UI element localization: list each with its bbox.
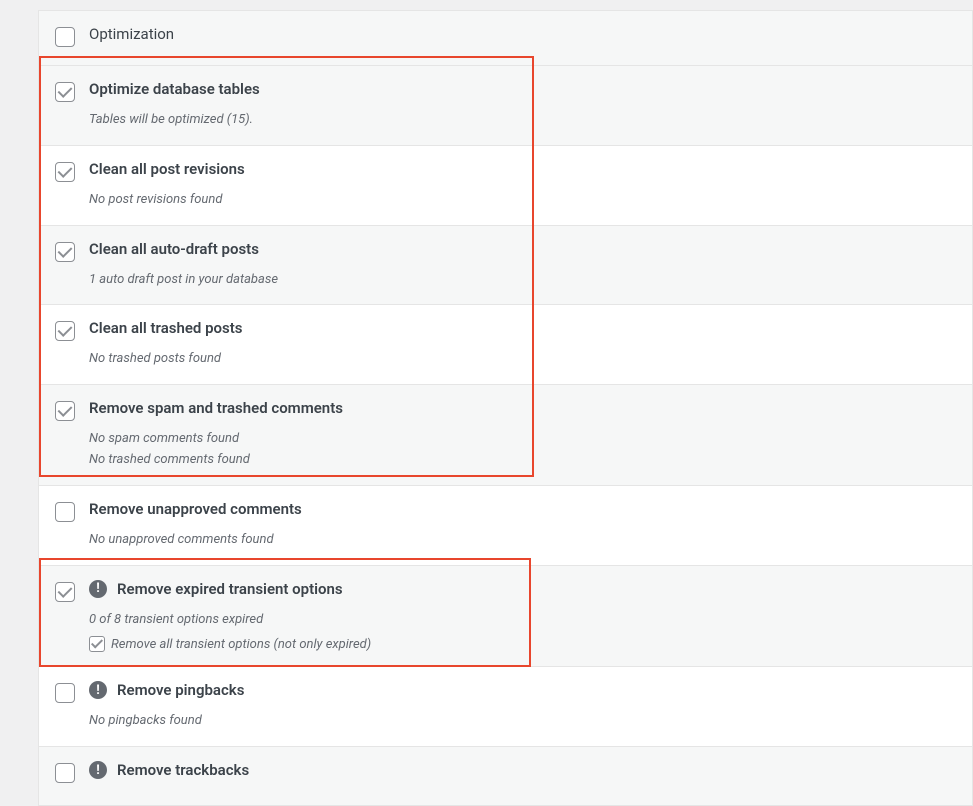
warning-icon: ! [89, 580, 107, 598]
optimization-row: Remove unapproved comments No unapproved … [39, 486, 972, 566]
item-title[interactable]: ! Remove expired transient options [89, 580, 957, 598]
item-description: No spam comments found [89, 429, 957, 450]
item-description: No pingbacks found [89, 711, 957, 732]
item-description: No post revisions found [89, 190, 957, 211]
item-title-text: Remove spam and trashed comments [89, 399, 343, 417]
optimization-row: ! Remove expired transient options 0 of 8 … [39, 566, 972, 668]
item-description: No unapproved comments found [89, 530, 957, 551]
item-description: 0 of 8 transient options expired [89, 610, 957, 631]
item-title-text: Remove expired transient options [117, 580, 343, 598]
optimization-row: ! Remove pingbacks No pingbacks found [39, 667, 972, 747]
item-title-text: Clean all post revisions [89, 160, 245, 178]
section-title: Optimization [89, 25, 174, 43]
warning-icon: ! [89, 681, 107, 699]
item-description: 1 auto draft post in your database [89, 270, 957, 291]
optimization-row: Clean all post revisions No post revision… [39, 146, 972, 226]
item-title[interactable]: Remove spam and trashed comments [89, 399, 957, 417]
row-checkbox[interactable] [55, 401, 75, 421]
optimization-row: Clean all trashed posts No trashed posts … [39, 305, 972, 385]
item-description: No trashed posts found [89, 349, 957, 370]
item-title[interactable]: Clean all auto-draft posts [89, 240, 957, 258]
sub-option-checkbox[interactable] [89, 636, 105, 652]
sub-option: Remove all transient options (not only e… [89, 636, 957, 652]
item-title-text: Remove pingbacks [117, 681, 244, 699]
item-title[interactable]: ! Remove trackbacks [89, 761, 957, 779]
sub-option-label: Remove all transient options (not only e… [111, 637, 371, 652]
item-title[interactable]: Remove unapproved comments [89, 500, 957, 518]
select-all-checkbox[interactable] [55, 27, 75, 47]
item-title-text: Clean all auto-draft posts [89, 240, 259, 258]
item-title[interactable]: Clean all trashed posts [89, 319, 957, 337]
item-title-text: Clean all trashed posts [89, 319, 242, 337]
row-checkbox[interactable] [55, 242, 75, 262]
item-title[interactable]: ! Remove pingbacks [89, 681, 957, 699]
item-description: Tables will be optimized (15). [89, 110, 957, 131]
row-checkbox[interactable] [55, 683, 75, 703]
item-title[interactable]: Clean all post revisions [89, 160, 957, 178]
table-header-row: Optimization [39, 11, 972, 66]
row-checkbox[interactable] [55, 321, 75, 341]
item-title[interactable]: Optimize database tables [89, 80, 957, 98]
row-checkbox[interactable] [55, 582, 75, 602]
optimization-table: Optimization Optimize database tables Tab… [38, 10, 973, 806]
item-title-text: Remove unapproved comments [89, 500, 302, 518]
row-checkbox[interactable] [55, 82, 75, 102]
item-title-text: Optimize database tables [89, 80, 260, 98]
warning-icon: ! [89, 761, 107, 779]
optimization-row: Optimize database tables Tables will be o… [39, 66, 972, 146]
item-description: No trashed comments found [89, 450, 957, 471]
row-checkbox[interactable] [55, 502, 75, 522]
optimization-row: Remove spam and trashed comments No spam … [39, 385, 972, 486]
optimization-row: ! Remove trackbacks [39, 747, 972, 806]
optimization-row: Clean all auto-draft posts 1 auto draft p… [39, 226, 972, 306]
row-checkbox[interactable] [55, 763, 75, 783]
row-checkbox[interactable] [55, 162, 75, 182]
item-title-text: Remove trackbacks [117, 761, 249, 779]
